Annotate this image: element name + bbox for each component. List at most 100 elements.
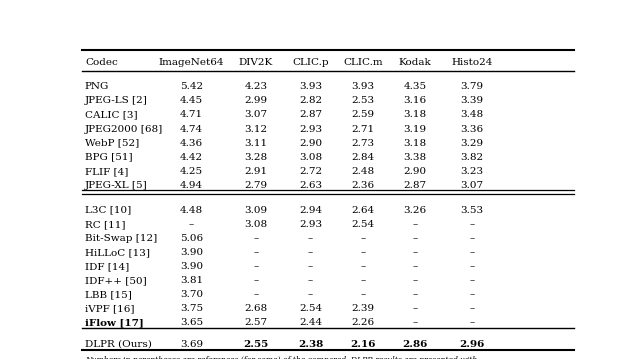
Text: 2.64: 2.64	[351, 206, 374, 215]
Text: 3.81: 3.81	[180, 276, 203, 285]
Text: –: –	[412, 304, 417, 313]
Text: –: –	[412, 234, 417, 243]
Text: IDF [14]: IDF [14]	[85, 262, 129, 271]
Text: 3.93: 3.93	[351, 82, 374, 91]
Text: 2.87: 2.87	[299, 111, 322, 120]
Text: 2.48: 2.48	[351, 167, 374, 176]
Text: PNG: PNG	[85, 82, 109, 91]
Text: 4.48: 4.48	[180, 206, 203, 215]
Text: 4.71: 4.71	[180, 111, 203, 120]
Text: –: –	[308, 276, 313, 285]
Text: –: –	[360, 234, 365, 243]
Text: Codec: Codec	[85, 58, 118, 67]
Text: –: –	[308, 262, 313, 271]
Text: 4.23: 4.23	[244, 82, 268, 91]
Text: 4.36: 4.36	[180, 139, 203, 148]
Text: 2.71: 2.71	[351, 125, 374, 134]
Text: –: –	[308, 234, 313, 243]
Text: 3.08: 3.08	[299, 153, 322, 162]
Text: 3.82: 3.82	[460, 153, 483, 162]
Text: –: –	[469, 262, 474, 271]
Text: 3.36: 3.36	[460, 125, 483, 134]
Text: 2.90: 2.90	[403, 167, 426, 176]
Text: CLIC.m: CLIC.m	[343, 58, 383, 67]
Text: 2.54: 2.54	[299, 304, 322, 313]
Text: 2.36: 2.36	[351, 181, 374, 190]
Text: 2.59: 2.59	[351, 111, 374, 120]
Text: iVPF [16]: iVPF [16]	[85, 304, 134, 313]
Text: 2.57: 2.57	[244, 318, 268, 327]
Text: WebP [52]: WebP [52]	[85, 139, 140, 148]
Text: 2.63: 2.63	[299, 181, 322, 190]
Text: –: –	[412, 290, 417, 299]
Text: 2.99: 2.99	[244, 96, 268, 106]
Text: IDF++ [50]: IDF++ [50]	[85, 276, 147, 285]
Text: 3.09: 3.09	[244, 206, 268, 215]
Text: CLIC.p: CLIC.p	[292, 58, 329, 67]
Text: ImageNet64: ImageNet64	[159, 58, 225, 67]
Text: 2.94: 2.94	[299, 206, 322, 215]
Text: 4.25: 4.25	[180, 167, 203, 176]
Text: 2.53: 2.53	[351, 96, 374, 106]
Text: BPG [51]: BPG [51]	[85, 153, 132, 162]
Text: –: –	[412, 262, 417, 271]
Text: –: –	[360, 290, 365, 299]
Text: 4.94: 4.94	[180, 181, 203, 190]
Text: DLPR (Ours): DLPR (Ours)	[85, 340, 152, 349]
Text: Kodak: Kodak	[399, 58, 431, 67]
Text: HiLLoC [13]: HiLLoC [13]	[85, 248, 150, 257]
Text: 2.93: 2.93	[299, 220, 322, 229]
Text: –: –	[412, 318, 417, 327]
Text: 2.79: 2.79	[244, 181, 268, 190]
Text: –: –	[412, 248, 417, 257]
Text: 2.68: 2.68	[244, 304, 268, 313]
Text: 4.35: 4.35	[403, 82, 426, 91]
Text: 3.12: 3.12	[244, 125, 268, 134]
Text: CALIC [3]: CALIC [3]	[85, 111, 138, 120]
Text: 3.79: 3.79	[460, 82, 483, 91]
Text: –: –	[469, 290, 474, 299]
Text: 3.90: 3.90	[180, 248, 203, 257]
Text: 2.90: 2.90	[299, 139, 322, 148]
Text: 2.96: 2.96	[459, 340, 484, 349]
Text: –: –	[308, 290, 313, 299]
Text: –: –	[308, 248, 313, 257]
Text: 3.18: 3.18	[403, 139, 426, 148]
Text: 2.84: 2.84	[351, 153, 374, 162]
Text: 3.23: 3.23	[460, 167, 483, 176]
Text: 3.65: 3.65	[180, 318, 203, 327]
Text: 2.55: 2.55	[243, 340, 269, 349]
Text: –: –	[253, 234, 259, 243]
Text: iFlow [17]: iFlow [17]	[85, 318, 144, 327]
Text: –: –	[253, 276, 259, 285]
Text: 3.08: 3.08	[244, 220, 268, 229]
Text: 3.53: 3.53	[460, 206, 483, 215]
Text: –: –	[189, 220, 194, 229]
Text: 3.38: 3.38	[403, 153, 426, 162]
Text: Histo24: Histo24	[451, 58, 493, 67]
Text: –: –	[469, 304, 474, 313]
Text: 3.18: 3.18	[403, 111, 426, 120]
Text: 5.42: 5.42	[180, 82, 203, 91]
Text: FLIF [4]: FLIF [4]	[85, 167, 129, 176]
Text: 2.39: 2.39	[351, 304, 374, 313]
Text: 2.44: 2.44	[299, 318, 322, 327]
Text: 2.91: 2.91	[244, 167, 268, 176]
Text: 4.45: 4.45	[180, 96, 203, 106]
Text: 2.87: 2.87	[403, 181, 426, 190]
Text: 3.26: 3.26	[403, 206, 426, 215]
Text: 4.42: 4.42	[180, 153, 203, 162]
Text: –: –	[360, 276, 365, 285]
Text: 3.19: 3.19	[403, 125, 426, 134]
Text: 4.74: 4.74	[180, 125, 203, 134]
Text: –: –	[253, 248, 259, 257]
Text: –: –	[412, 220, 417, 229]
Text: 2.54: 2.54	[351, 220, 374, 229]
Text: 2.86: 2.86	[402, 340, 428, 349]
Text: JPEG2000 [68]: JPEG2000 [68]	[85, 125, 163, 134]
Text: Numbers in parentheses are references (for some) of the compared. DLPR results a: Numbers in parentheses are references (f…	[85, 356, 477, 359]
Text: 3.70: 3.70	[180, 290, 203, 299]
Text: –: –	[253, 290, 259, 299]
Text: –: –	[412, 276, 417, 285]
Text: L3C [10]: L3C [10]	[85, 206, 131, 215]
